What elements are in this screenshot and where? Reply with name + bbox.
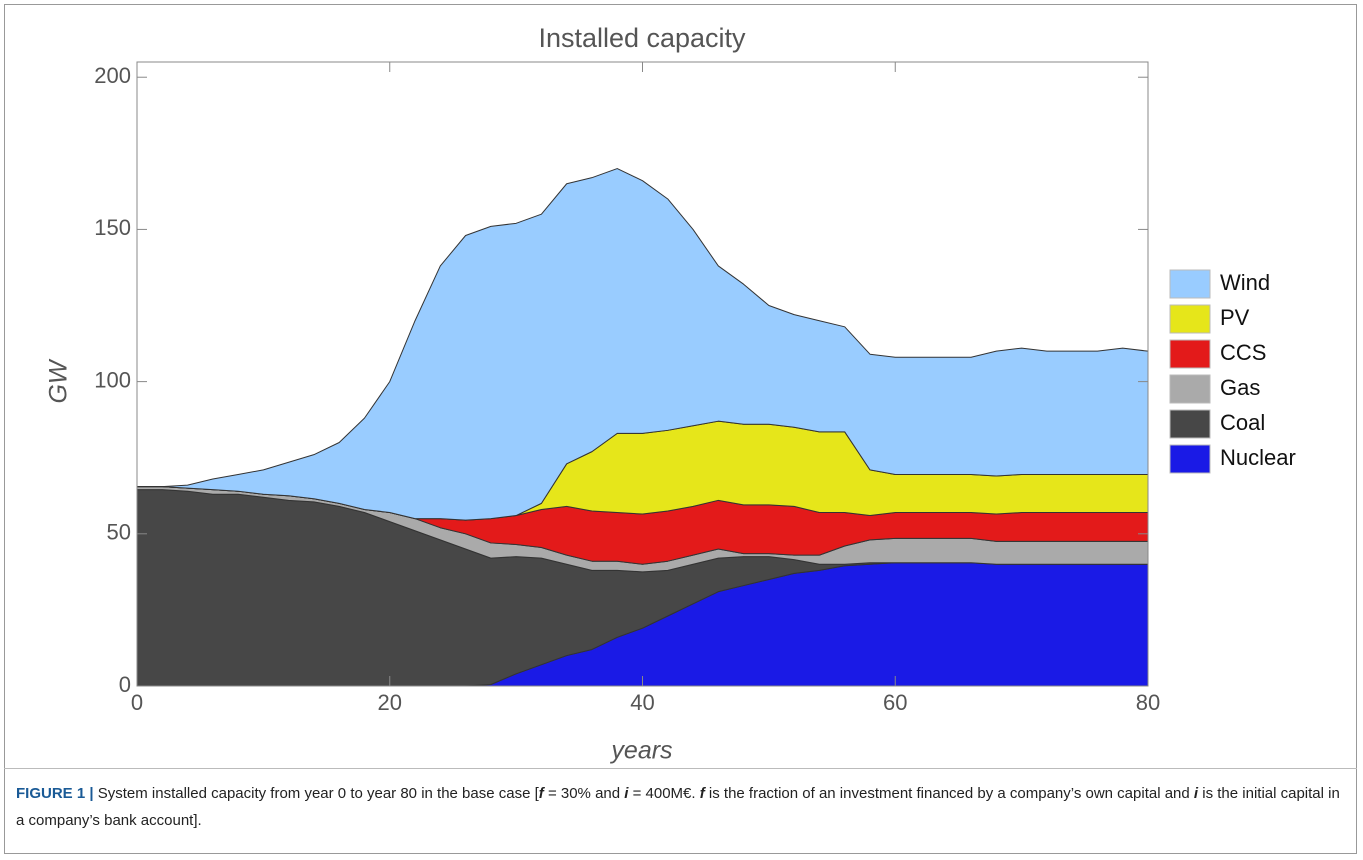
caption-variable: i [624, 785, 629, 802]
caption-text: System installed capacity from year 0 to… [97, 785, 539, 802]
caption-text: is the initial capital in a company’s ba… [16, 785, 1340, 829]
y-tick-label: 150 [94, 215, 131, 240]
caption-variable: i [1193, 785, 1199, 802]
legend-label: Coal [1220, 410, 1265, 435]
legend-label: CCS [1220, 340, 1266, 365]
y-tick-label: 100 [94, 367, 131, 392]
x-tick-label: 40 [630, 690, 654, 715]
caption-separator [4, 768, 1357, 769]
caption: FIGURE 1 | System installed capacity fro… [16, 780, 1346, 834]
x-tick-label: 60 [883, 690, 907, 715]
legend-swatch [1169, 269, 1211, 299]
x-tick-label: 20 [378, 690, 402, 715]
legend-label: Gas [1220, 375, 1260, 400]
legend-label: Wind [1220, 270, 1270, 295]
legend-label: PV [1220, 305, 1250, 330]
legend-swatch [1169, 304, 1211, 334]
figure-border [4, 4, 1357, 854]
caption-variable: f [538, 785, 544, 802]
caption-text: = 400M€. [628, 785, 700, 802]
x-axis-label: years [609, 737, 672, 765]
caption-variable: f [699, 785, 705, 802]
legend-label: Nuclear [1220, 445, 1296, 470]
caption-text: is the fraction of an investment finance… [704, 785, 1194, 802]
x-tick-label: 0 [131, 690, 143, 715]
y-axis-label: GW [45, 358, 73, 403]
caption-label: FIGURE 1 | [16, 785, 94, 802]
y-tick-label: 0 [119, 672, 131, 697]
legend-swatch [1169, 339, 1211, 369]
legend-swatch [1169, 409, 1211, 439]
legend-swatch [1169, 374, 1211, 404]
legend-swatch [1169, 444, 1211, 474]
chart: Installed capacity years GW 050100150200… [45, 23, 1296, 765]
y-tick-label: 200 [94, 63, 131, 88]
caption-text: = 30% and [543, 785, 625, 802]
x-tick-label: 80 [1136, 690, 1160, 715]
y-tick-label: 50 [107, 520, 131, 545]
chart-title: Installed capacity [538, 23, 746, 53]
